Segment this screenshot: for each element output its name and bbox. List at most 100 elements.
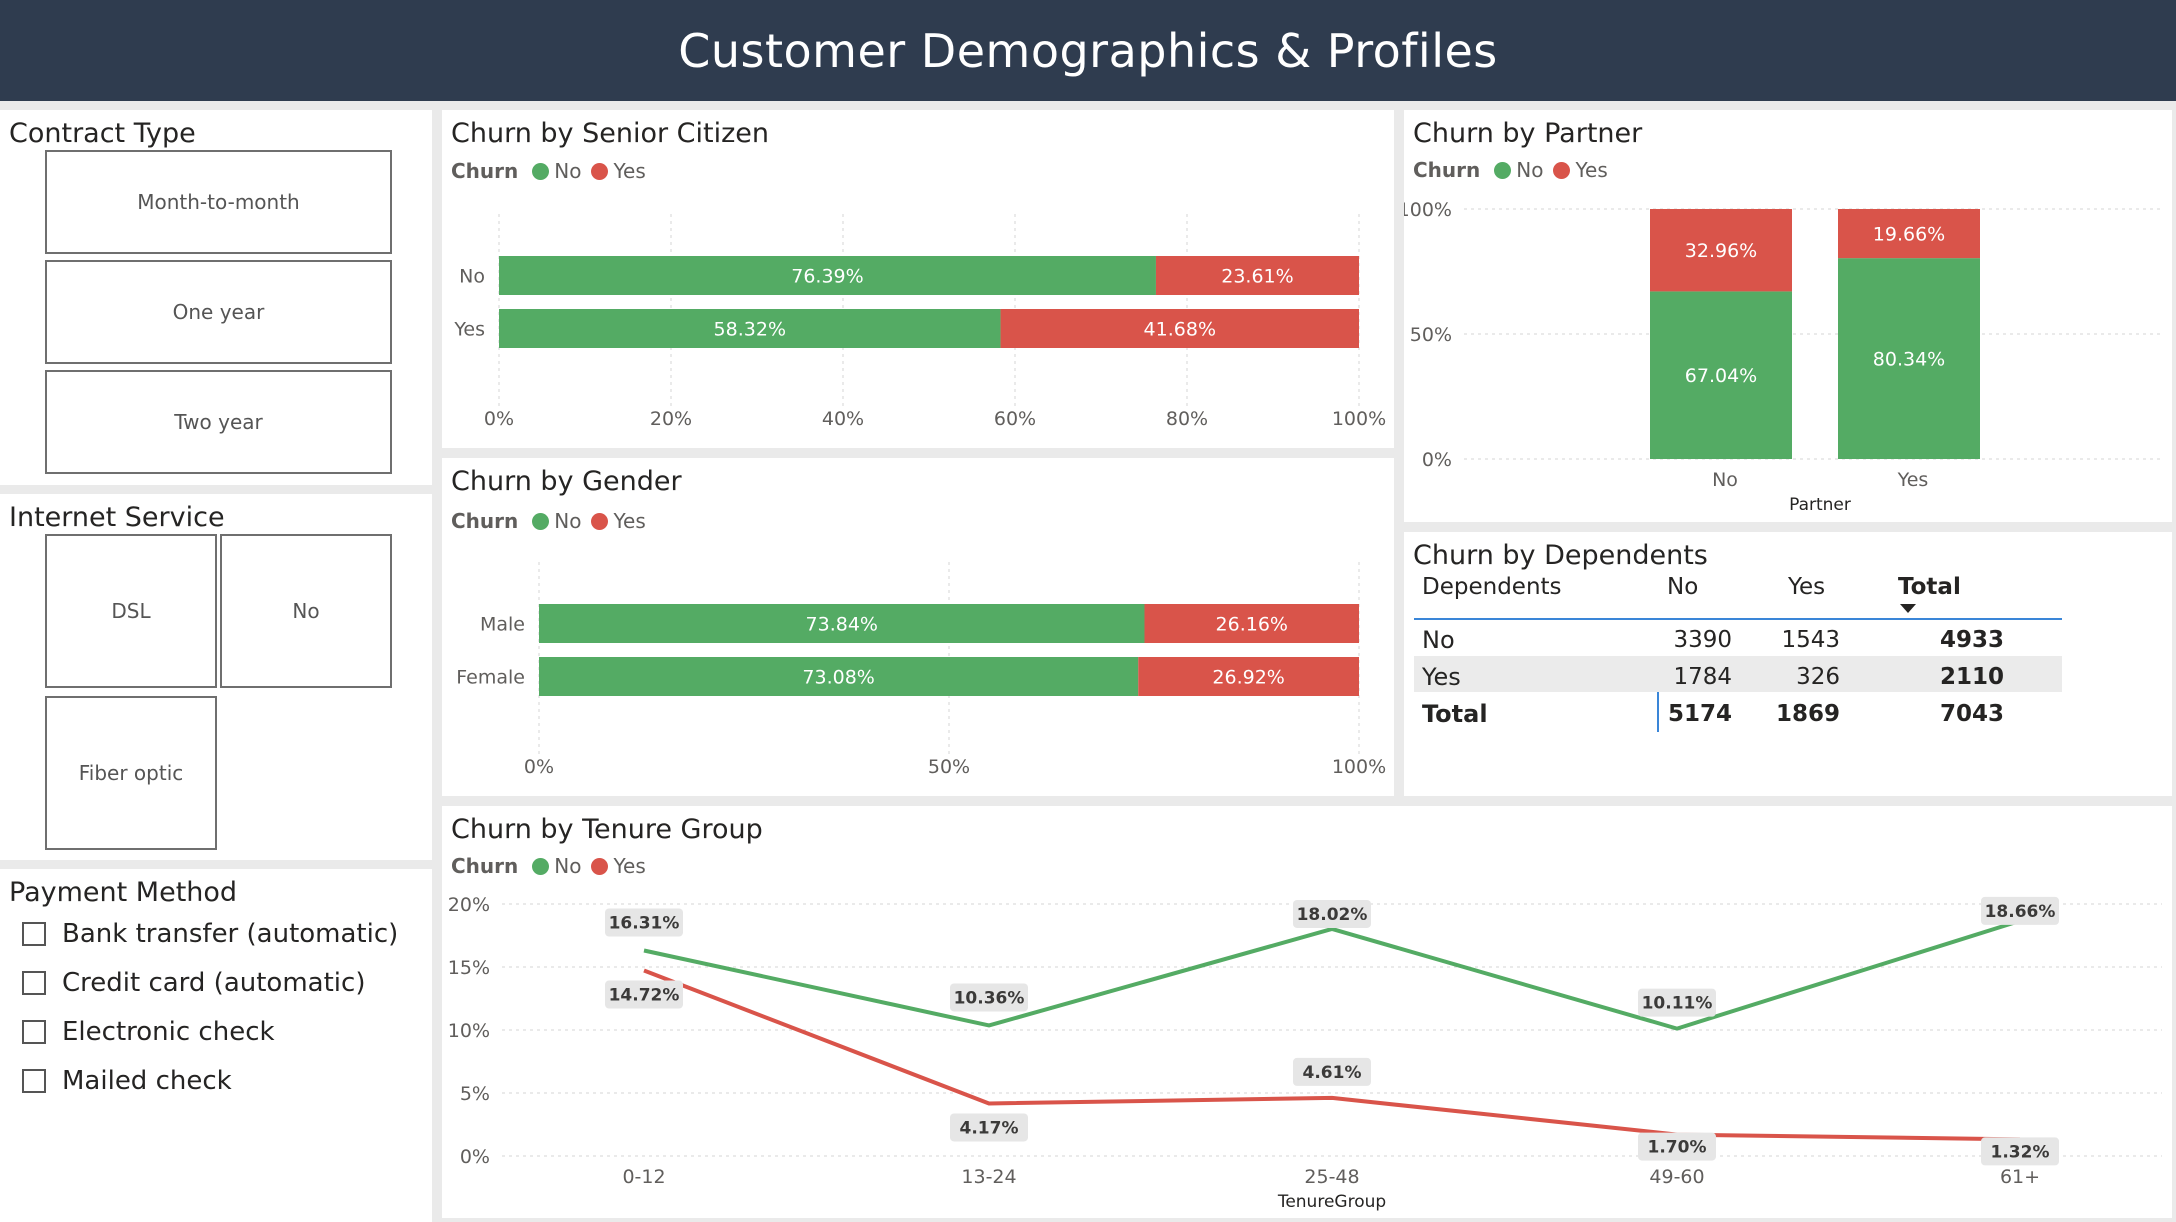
data-label-yes: 4.17% — [960, 1118, 1019, 1138]
payment-option-label: Mailed check — [62, 1066, 232, 1096]
data-label-yes: 1.32% — [1991, 1142, 2050, 1162]
payment-option-bank-transfer[interactable]: Bank transfer (automatic) — [22, 919, 398, 949]
contract-option-two-year[interactable]: Two year — [45, 370, 392, 474]
contract-option-one-year[interactable]: One year — [45, 260, 392, 364]
gender-chart-panel: Churn by Gender Churn No Yes 0% 50% 100% Ma… — [442, 458, 1394, 796]
column-yes — [1838, 209, 1980, 259]
column-header-no[interactable]: No — [1667, 574, 1699, 600]
senior-citizen-chart-title: Churn by Senior Citizen — [451, 118, 770, 149]
partner-chart-title: Churn by Partner — [1413, 118, 1643, 149]
chart-legend: Churn No Yes — [451, 854, 656, 878]
tenure-chart-title: Churn by Tenure Group — [451, 814, 763, 845]
data-label-no: 18.02% — [1297, 905, 1368, 925]
internet-service-slicer: Internet Service DSL No Fiber optic — [0, 494, 432, 860]
dependents-table-panel: Churn by Dependents Dependents No Yes To… — [1404, 532, 2172, 796]
y-tick-label: 50% — [1410, 324, 1452, 346]
data-label-no: 80.34% — [1873, 349, 1945, 371]
data-label-yes: 19.66% — [1873, 224, 1945, 246]
data-label-yes: 4.61% — [1303, 1063, 1362, 1083]
chart-legend: Churn No Yes — [451, 159, 656, 183]
payment-option-mailed-check[interactable]: Mailed check — [22, 1066, 232, 1096]
bar-no — [539, 657, 1139, 696]
payment-option-credit-card[interactable]: Credit card (automatic) — [22, 968, 365, 998]
data-label-yes: 1.70% — [1648, 1138, 1707, 1158]
payment-option-label: Electronic check — [62, 1017, 275, 1047]
legend-item-no[interactable]: No — [532, 159, 581, 183]
internet-service-title: Internet Service — [9, 502, 225, 533]
column-header-dependents[interactable]: Dependents — [1422, 574, 1562, 600]
legend-label-yes: Yes — [1575, 158, 1608, 182]
legend-item-yes[interactable]: Yes — [591, 509, 646, 533]
data-label-no: 67.04% — [1685, 365, 1757, 387]
bar-yes — [1144, 604, 1359, 643]
data-label-no: 58.32% — [714, 319, 786, 341]
partner-column-chart: 0% 50% 100% 67.04% 32.96% No 80.34% 19.66% Yes Pa… — [1404, 199, 2164, 515]
dependents-table-title: Churn by Dependents — [1413, 540, 1708, 571]
legend-item-no[interactable]: No — [1494, 158, 1543, 182]
internet-option-fiber-optic[interactable]: Fiber optic — [45, 696, 217, 850]
column-no — [1650, 291, 1792, 459]
data-label-bg — [950, 983, 1028, 1012]
page-title: Customer Demographics & Profiles — [678, 23, 1498, 78]
payment-option-label: Bank transfer (automatic) — [62, 919, 399, 949]
checkbox-icon[interactable] — [22, 1069, 46, 1093]
bar-no — [499, 256, 1156, 295]
data-label-yes: 14.72% — [609, 986, 680, 1006]
x-tick-label: 0% — [484, 408, 514, 430]
y-category-label: No — [459, 266, 485, 288]
data-label-bg — [1638, 988, 1716, 1017]
contract-option-month-to-month[interactable]: Month-to-month — [45, 150, 392, 254]
legend-title: Churn — [1413, 158, 1481, 182]
legend-title: Churn — [451, 509, 519, 533]
table-row — [1414, 656, 2062, 692]
row-label-total: Total — [1422, 700, 1488, 728]
bar-no — [499, 309, 1001, 348]
legend-dot-yes — [591, 162, 609, 180]
legend-item-no[interactable]: No — [532, 854, 581, 878]
legend-item-yes[interactable]: Yes — [1553, 158, 1608, 182]
bar-yes — [1138, 657, 1359, 696]
x-tick-label: 60% — [994, 408, 1036, 430]
partner-chart-panel: Churn by Partner Churn No Yes 0% 50% 100% 6… — [1404, 110, 2172, 522]
data-label-yes: 23.61% — [1221, 266, 1293, 288]
contract-type-title: Contract Type — [9, 118, 196, 149]
legend-dot-no — [532, 857, 550, 875]
data-label-no: 10.36% — [954, 988, 1025, 1008]
data-label-bg — [1293, 1057, 1371, 1086]
contract-type-slicer: Contract Type Month-to-month One year Tw… — [0, 110, 432, 485]
legend-item-no[interactable]: No — [532, 509, 581, 533]
column-header-yes[interactable]: Yes — [1788, 574, 1826, 600]
y-tick-label: 5% — [460, 1083, 490, 1105]
legend-item-yes[interactable]: Yes — [591, 854, 646, 878]
legend-dot-no — [532, 162, 550, 180]
data-label-bg — [605, 908, 683, 937]
internet-option-no[interactable]: No — [220, 534, 392, 688]
y-category-label: Yes — [453, 319, 485, 341]
data-label-yes: 26.16% — [1216, 614, 1288, 636]
data-label-no: 73.84% — [806, 614, 878, 636]
checkbox-icon[interactable] — [22, 1020, 46, 1044]
x-tick-label: 61+ — [2000, 1166, 2040, 1188]
data-label-no: 18.66% — [1985, 902, 2056, 922]
row-label-yes: Yes — [1422, 663, 1461, 691]
row-label-no: No — [1422, 626, 1455, 654]
x-category-label: Yes — [1897, 469, 1929, 491]
series-line-no — [643, 918, 2021, 1031]
y-category-label: Female — [456, 667, 525, 689]
series-line-yes — [643, 968, 2021, 1142]
legend-label-yes: Yes — [613, 854, 646, 878]
payment-option-electronic-check[interactable]: Electronic check — [22, 1017, 275, 1047]
legend-item-yes[interactable]: Yes — [591, 159, 646, 183]
legend-label-no: No — [554, 509, 582, 533]
internet-option-dsl[interactable]: DSL — [45, 534, 217, 688]
data-label-bg — [1638, 1132, 1716, 1161]
checkbox-icon[interactable] — [22, 971, 46, 995]
x-axis-title: Partner — [1789, 495, 1851, 515]
column-header-total[interactable]: Total — [1898, 574, 1961, 600]
checkbox-icon[interactable] — [22, 922, 46, 946]
x-tick-label: 50% — [928, 756, 970, 778]
sort-descending-icon[interactable] — [1900, 604, 1916, 613]
column-no — [1838, 258, 1980, 459]
gender-bar-chart: 0% 50% 100% Male 73.84% 26.16% Female 73.08% 26.… — [456, 562, 1386, 778]
x-tick-label: 25-48 — [1304, 1166, 1359, 1188]
